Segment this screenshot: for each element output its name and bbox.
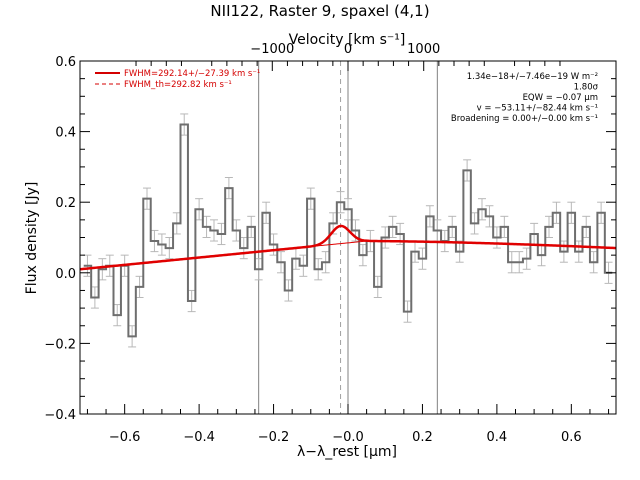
annotation-3: v = −53.11+/−82.44 km s⁻¹ [477, 104, 598, 114]
y-axis-label: Flux density [Jy] [24, 182, 40, 295]
top-tick-label: −1000 [250, 42, 294, 57]
chart-title: NII122, Raster 9, spaxel (4,1) [210, 2, 429, 20]
top-axis-label: Velocity [km s⁻¹] [289, 32, 406, 48]
annotation-2: EQW = −0.07 μm [523, 93, 598, 103]
x-tick-label: 0.2 [412, 430, 433, 445]
y-tick-label: 0.6 [55, 55, 76, 70]
plot-area: −0.6 −0.4 −0.2 −0.0 0.2 0.4 0.6 −0.4 −0.2 0.0 0.2 0… [44, 42, 617, 445]
y-tick-label: −0.2 [44, 337, 76, 352]
x-axis-label: λ−λ_rest [μm] [297, 444, 397, 460]
top-tick-label: 1000 [407, 42, 440, 57]
x-tick-label: −0.0 [332, 430, 364, 445]
fit-curve [79, 224, 617, 271]
legend-label-1: FWHM_th=292.82 km s⁻¹ [124, 80, 232, 90]
y-tick-label: −0.4 [44, 408, 76, 423]
annotation-4: Broadening = 0.00+/−0.00 km s⁻¹ [451, 114, 598, 124]
x-tick-label: 0.6 [561, 430, 582, 445]
annotation-1: 1.80σ [574, 83, 599, 93]
x-tick-label: −0.2 [258, 430, 290, 445]
y-tick-label: 0.0 [55, 267, 76, 282]
y-tick-label: 0.2 [55, 196, 76, 211]
x-tick-label: −0.4 [183, 430, 215, 445]
top-tick-label: 0 [344, 42, 352, 57]
spectrum-step-line [83, 123, 613, 338]
x-tick-label: 0.4 [487, 430, 508, 445]
y-tick-label: 0.4 [55, 126, 76, 141]
legend-label-0: FWHM=292.14+/−27.39 km s⁻¹ [124, 69, 260, 79]
legend: FWHM=292.14+/−27.39 km s⁻¹FWHM_th=292.82… [95, 69, 260, 90]
annotation-0: 1.34e−18+/−7.46e−19 W m⁻² [467, 72, 598, 82]
x-tick-label: −0.6 [109, 430, 141, 445]
